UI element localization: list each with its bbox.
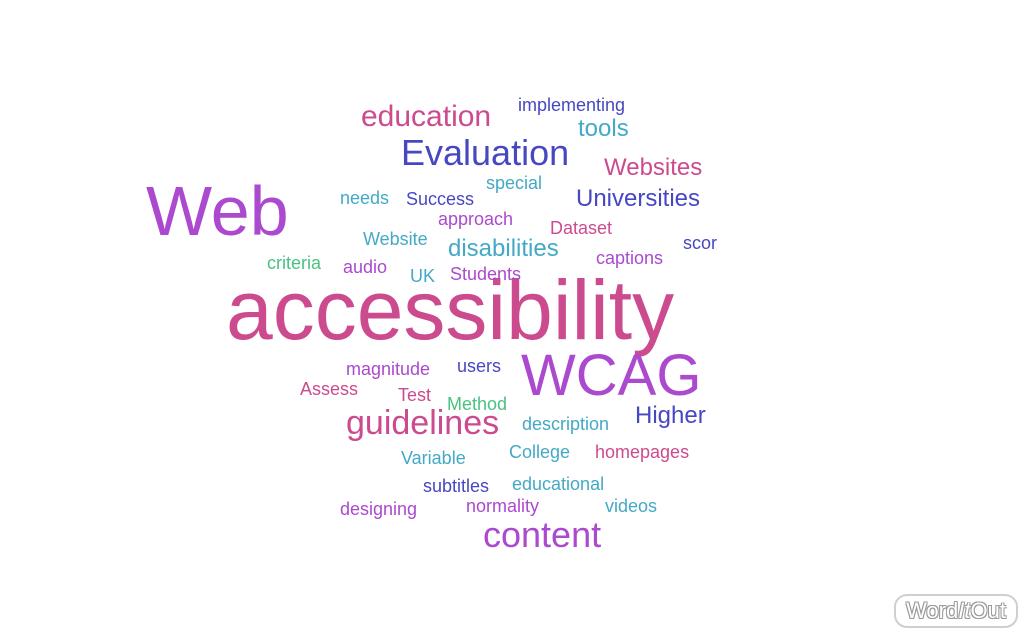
cloud-word-guidelines: guidelines <box>346 404 500 442</box>
cloud-word-captions: captions <box>596 248 664 268</box>
cloud-word-accessibility: accessibility <box>226 263 675 357</box>
cloud-word-higher: Higher <box>635 402 706 429</box>
cloud-word-disabilities: disabilities <box>448 235 559 262</box>
cloud-word-audio: audio <box>343 257 388 277</box>
cloud-word-students: Students <box>450 264 522 284</box>
cloud-word-magnitude: magnitude <box>346 359 431 379</box>
cloud-word-approach: approach <box>438 209 514 229</box>
logo-it: It <box>958 598 971 623</box>
cloud-word-tools: tools <box>578 115 629 142</box>
cloud-word-method: Method <box>447 394 508 414</box>
cloud-word-uk: UK <box>410 266 436 286</box>
cloud-word-designing: designing <box>340 499 418 519</box>
cloud-word-assess: Assess <box>300 379 359 399</box>
wordle-logo[interactable]: WordItOut <box>894 594 1018 628</box>
cloud-word-education: education <box>361 100 492 133</box>
cloud-word-website: Website <box>363 229 428 249</box>
cloud-word-universities: Universities <box>576 185 701 212</box>
cloud-word-web: Web <box>146 172 289 250</box>
cloud-word-homepages: homepages <box>595 442 690 462</box>
cloud-word-content: content <box>483 514 602 555</box>
cloud-word-subtitles: subtitles <box>423 476 490 496</box>
cloud-word-special: special <box>486 173 543 193</box>
logo-out: Out <box>970 598 1006 623</box>
cloud-word-college: College <box>509 442 571 462</box>
cloud-word-educational: educational <box>512 474 605 494</box>
cloud-word-dataset: Dataset <box>550 218 613 238</box>
cloud-word-websites: Websites <box>604 154 703 181</box>
cloud-word-videos: videos <box>605 496 658 516</box>
cloud-word-success: Success <box>406 189 475 209</box>
cloud-word-test: Test <box>398 385 432 405</box>
cloud-word-variable: Variable <box>401 448 466 468</box>
cloud-word-needs: needs <box>340 188 390 208</box>
logo-word: Word <box>906 598 959 623</box>
cloud-word-wcag: WCAG <box>521 343 702 408</box>
cloud-word-normality: normality <box>466 496 540 516</box>
cloud-word-scor: scor <box>683 233 718 253</box>
cloud-word-criteria: criteria <box>267 253 322 273</box>
cloud-word-implementing: implementing <box>518 95 626 115</box>
cloud-word-evaluation: Evaluation <box>401 132 570 173</box>
cloud-word-users: users <box>457 356 502 376</box>
cloud-word-description: description <box>522 414 610 434</box>
